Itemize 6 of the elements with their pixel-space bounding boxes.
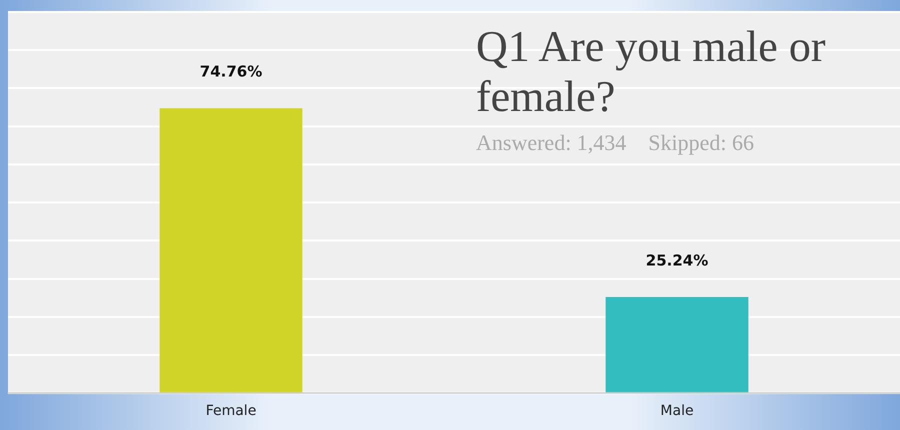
data-label: 25.24% <box>646 251 708 270</box>
text: Q1 Are you male or female? <box>476 22 826 122</box>
text: Answered: 1,434 Skipped: 66 <box>476 130 756 156</box>
x-tick-label: Female <box>206 403 256 420</box>
x-tick-label: Male <box>660 403 694 420</box>
data-label: 74.76% <box>200 62 262 81</box>
